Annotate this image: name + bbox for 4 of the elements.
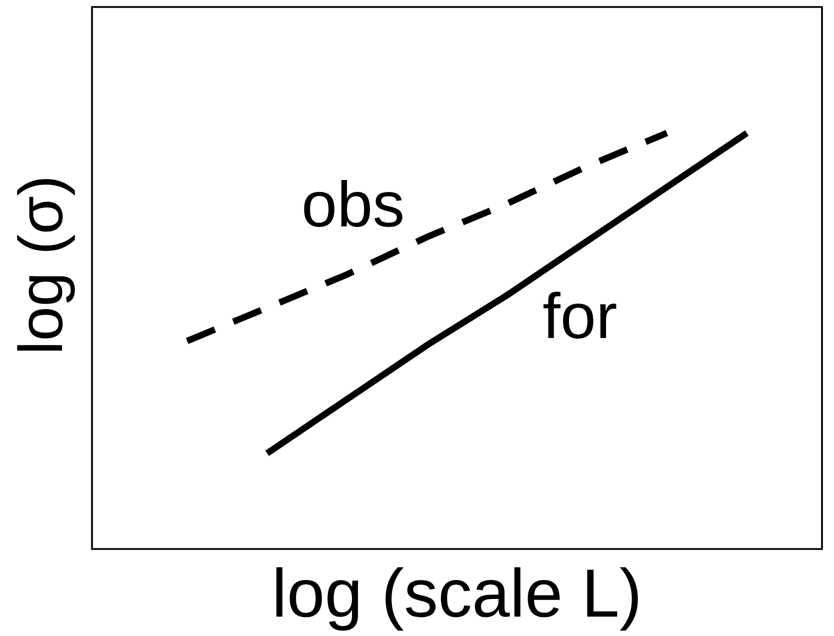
- series-label: obs: [304, 180, 402, 227]
- series-label: for: [544, 292, 616, 339]
- x-axis-title: log (scale L): [276, 567, 638, 631]
- y-axis-title: log (σ): [17, 179, 75, 351]
